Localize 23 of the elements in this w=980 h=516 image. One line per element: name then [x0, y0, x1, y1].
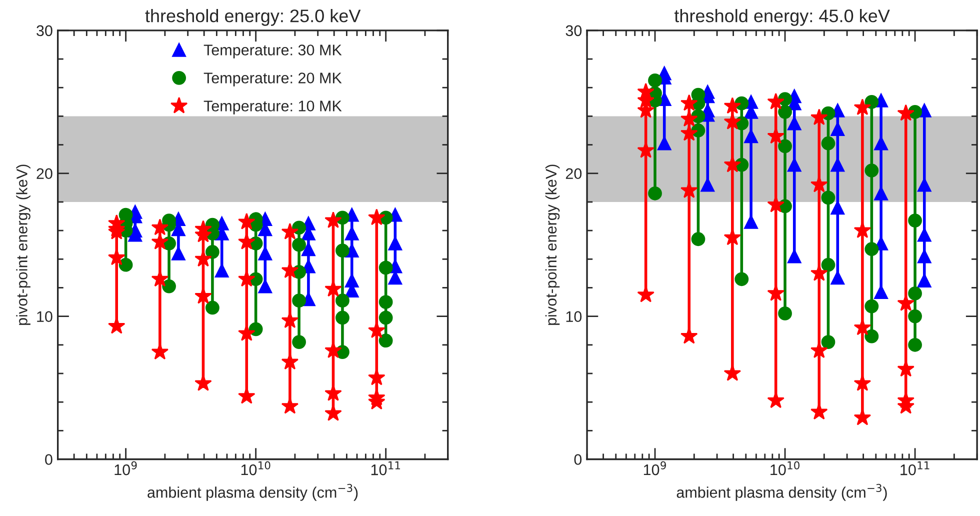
- x-axis-title: ambient plasma density (cm$^{−3}$): [148, 484, 358, 501]
- chart-title: threshold energy: 45.0 keV: [674, 9, 890, 26]
- y-axis-title: pivot-point energy (keV): [16, 164, 30, 325]
- x-axis-title: ambient plasma density (cm$^{−3}$): [676, 484, 887, 501]
- y-tick-label: 30: [36, 25, 52, 36]
- legend-label: Temperature: 10 MK: [204, 100, 342, 114]
- x-tick-label: 10$^{9}$: [644, 461, 666, 476]
- y-tick-label: 20: [566, 168, 582, 180]
- chart-title: threshold energy: 25.0 keV: [145, 9, 361, 26]
- y-tick-label: 10: [37, 311, 52, 322]
- y-tick-label: 0: [574, 454, 582, 465]
- y-tick-label: 30: [566, 25, 582, 36]
- legend-label: Temperature: 20 MK: [204, 72, 342, 86]
- x-tick-label: 10$^{10}$: [241, 461, 270, 476]
- y-tick-label: 20: [36, 168, 52, 180]
- x-tick-label: 10$^{9}$: [114, 461, 137, 476]
- y-axis-title: pivot-point energy (keV): [545, 164, 560, 325]
- x-tick-label: 10$^{11}$: [900, 461, 930, 476]
- x-tick-label: 10$^{10}$: [770, 461, 800, 476]
- y-tick-label: 10: [566, 311, 582, 322]
- x-tick-label: 10$^{11}$: [371, 461, 400, 476]
- legend-label: Temperature: 30 MK: [204, 44, 342, 58]
- y-tick-label: 0: [45, 454, 52, 465]
